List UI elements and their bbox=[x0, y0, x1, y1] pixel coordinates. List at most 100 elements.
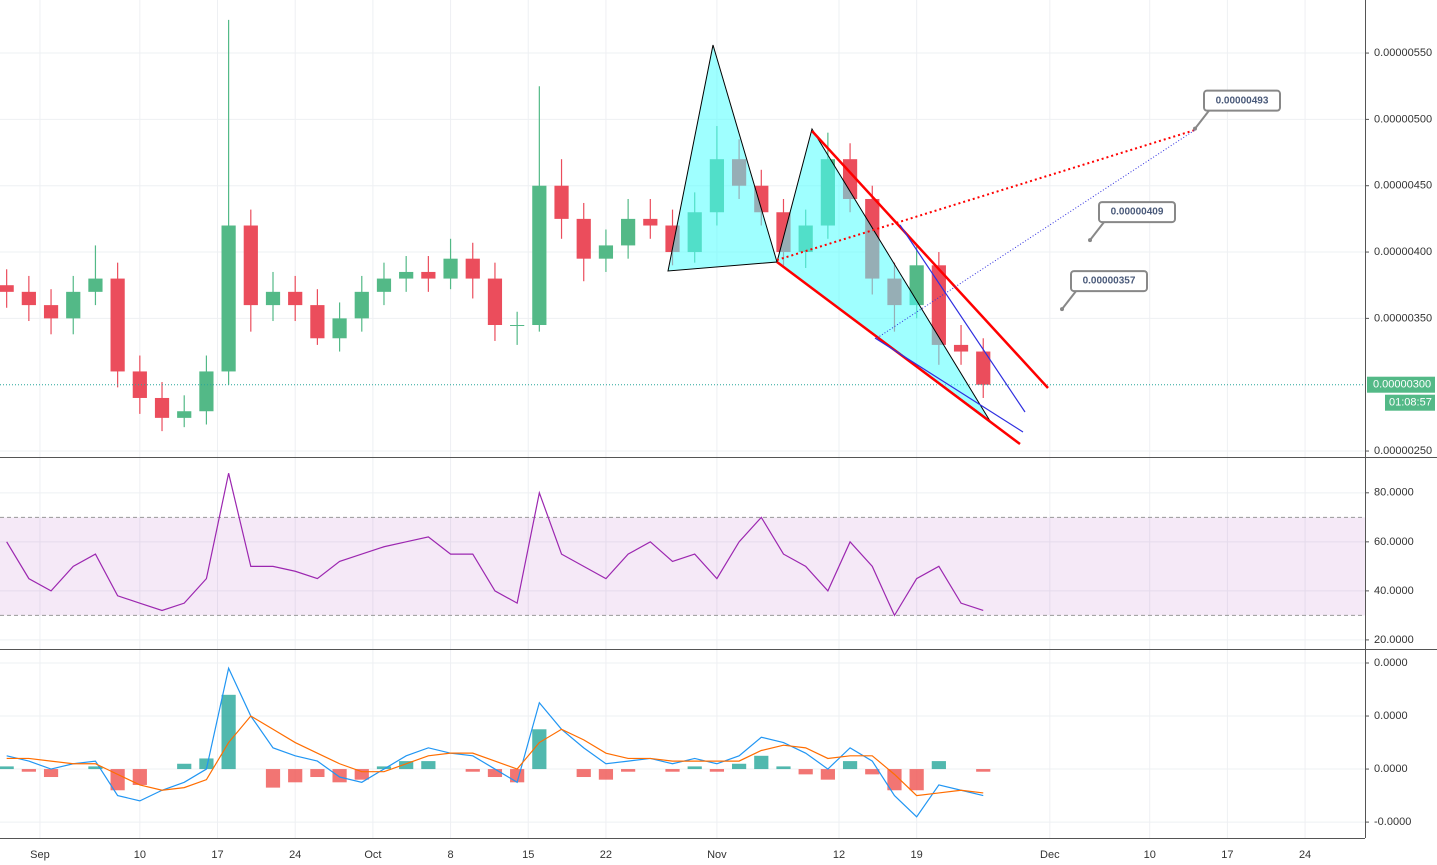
histogram-bar bbox=[177, 763, 192, 770]
candle-body bbox=[21, 291, 36, 306]
pattern-triangle bbox=[776, 127, 991, 422]
histogram-bar bbox=[421, 761, 436, 770]
candle-body bbox=[265, 291, 281, 306]
callout-anchor bbox=[1088, 238, 1092, 243]
candle-body bbox=[931, 265, 946, 345]
histogram-bar bbox=[754, 755, 769, 770]
candle-body bbox=[0, 285, 14, 292]
callout-box bbox=[1070, 270, 1148, 293]
candle-body bbox=[576, 218, 591, 259]
macd-line bbox=[6, 715, 984, 797]
last-price-tag bbox=[1367, 376, 1435, 393]
histogram-bar bbox=[376, 766, 392, 770]
x-tick-label: 8 bbox=[447, 849, 453, 861]
x-tick-label: 24 bbox=[1299, 849, 1311, 861]
trend-line bbox=[811, 130, 1049, 389]
macd-line bbox=[6, 666, 984, 818]
callout-box bbox=[1098, 201, 1176, 224]
candle-body bbox=[510, 325, 525, 327]
grid bbox=[0, 0, 1365, 838]
histogram-bar bbox=[842, 761, 858, 770]
candle-body bbox=[443, 258, 458, 279]
histogram-bar bbox=[976, 769, 991, 772]
histogram-bar bbox=[465, 769, 480, 772]
x-tick-label: 17 bbox=[211, 849, 223, 861]
histogram-bar bbox=[510, 769, 525, 783]
callout-label: 0.00000493 bbox=[1216, 95, 1269, 106]
histogram-bar bbox=[88, 766, 103, 770]
candle-body bbox=[976, 351, 991, 385]
histogram-bar bbox=[665, 769, 680, 772]
histogram-bar bbox=[532, 729, 547, 770]
countdown-tag bbox=[1385, 394, 1435, 411]
channel-line bbox=[874, 337, 1024, 433]
y-tick-label: 0.00000500 bbox=[1374, 113, 1432, 125]
y-tick-label: 60.0000 bbox=[1374, 536, 1414, 548]
y-tick-label: 0.00000550 bbox=[1374, 47, 1432, 59]
candle-body bbox=[43, 305, 59, 319]
candle-body bbox=[132, 371, 147, 398]
candle-body bbox=[177, 411, 192, 418]
callout-label: 0.00000409 bbox=[1111, 207, 1164, 218]
callout-anchor bbox=[1060, 307, 1064, 312]
histogram-bar bbox=[43, 769, 59, 778]
histogram-bar bbox=[576, 769, 591, 778]
y-tick-label: 0.00000400 bbox=[1374, 246, 1432, 258]
x-tick-label: 10 bbox=[1144, 849, 1156, 861]
y-tick-label: 0.00000250 bbox=[1374, 445, 1432, 457]
candle-body bbox=[354, 291, 369, 319]
candle-body bbox=[310, 305, 325, 339]
histogram-bar bbox=[798, 769, 813, 775]
histogram-bar bbox=[199, 758, 214, 770]
candle-body bbox=[643, 218, 658, 226]
histogram-bar bbox=[887, 769, 902, 791]
histogram-bar bbox=[820, 769, 835, 780]
histogram-bar bbox=[21, 769, 36, 772]
candle-body bbox=[532, 185, 547, 326]
x-tick-label: Sep bbox=[30, 849, 50, 861]
histogram-bar bbox=[931, 761, 946, 770]
candle-body bbox=[487, 278, 503, 326]
macd-pane bbox=[0, 666, 991, 818]
histogram-bar bbox=[687, 766, 702, 770]
y-tick-label: 80.0000 bbox=[1374, 487, 1414, 499]
candle-body bbox=[199, 371, 214, 412]
candle-body bbox=[554, 185, 569, 219]
histogram-bar bbox=[265, 769, 281, 788]
histogram-bar bbox=[332, 769, 347, 783]
x-tick-label: Oct bbox=[364, 849, 381, 861]
candle-body bbox=[221, 225, 236, 372]
candle-body bbox=[88, 278, 103, 292]
candle-body bbox=[465, 258, 480, 279]
histogram-bar bbox=[865, 769, 880, 775]
candle-body bbox=[953, 344, 969, 352]
channel-line bbox=[899, 224, 1026, 413]
x-tick-label: Dec bbox=[1040, 849, 1060, 861]
histogram-bar bbox=[731, 763, 747, 770]
histogram-bar bbox=[221, 694, 236, 770]
histogram-bar bbox=[354, 769, 369, 780]
histogram-bar bbox=[709, 769, 725, 772]
histogram-bar bbox=[310, 769, 325, 778]
candle-body bbox=[288, 291, 303, 306]
histogram-bar bbox=[132, 769, 147, 785]
axes: Sep 10 17 24 Oct 8 15 22 Nov 12 19 Dec 10 17 240.00000… bbox=[30, 47, 1435, 861]
rsi-band bbox=[0, 517, 1365, 616]
rsi-line bbox=[6, 473, 984, 617]
histogram-bar bbox=[909, 769, 924, 791]
target-line bbox=[876, 129, 1196, 339]
x-tick-label: Nov bbox=[707, 849, 727, 861]
callout-pointer bbox=[1194, 110, 1210, 130]
candle-body bbox=[376, 278, 392, 292]
histogram-bar bbox=[0, 766, 14, 770]
candle-body bbox=[66, 291, 81, 319]
candle-body bbox=[110, 278, 125, 372]
x-tick-label: 10 bbox=[134, 849, 146, 861]
candle-body bbox=[332, 318, 347, 339]
callout-pointer bbox=[1061, 290, 1077, 310]
last-price-label: 0.00000300 bbox=[1373, 379, 1431, 391]
histogram-bar bbox=[487, 769, 503, 778]
x-tick-label: 24 bbox=[289, 849, 301, 861]
countdown-label: 01:08:57 bbox=[1389, 397, 1432, 409]
